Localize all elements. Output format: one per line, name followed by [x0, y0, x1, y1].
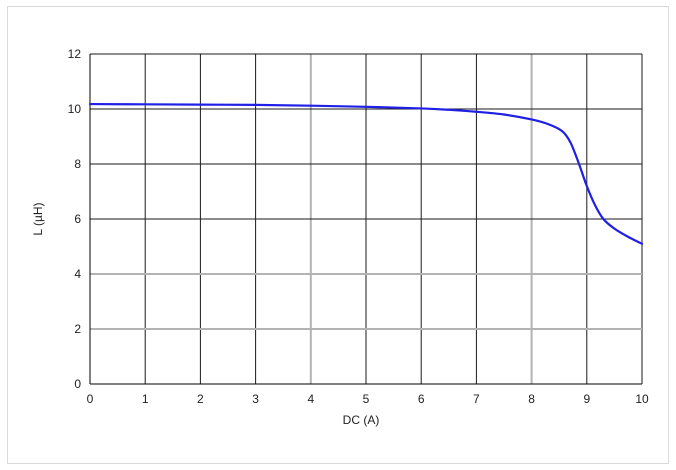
y-tick-label-6: 6: [74, 212, 81, 226]
x-tick-label-8: 8: [528, 392, 535, 406]
x-tick-label-1: 1: [142, 392, 149, 406]
y-tick-label-2: 2: [74, 322, 81, 336]
y-axis-title: L (µH): [31, 202, 45, 235]
x-tick-label-6: 6: [418, 392, 425, 406]
x-tick-label-4: 4: [307, 392, 314, 406]
x-tick-label-7: 7: [473, 392, 480, 406]
y-tick-label-8: 8: [74, 157, 81, 171]
x-tick-label-3: 3: [252, 392, 259, 406]
y-tick-label-0: 0: [74, 377, 81, 391]
x-tick-label-5: 5: [363, 392, 370, 406]
series-line-0: [88, 102, 644, 245]
chart-frame: [7, 6, 669, 464]
y-tick-label-12: 12: [68, 47, 82, 61]
x-tick-label-2: 2: [197, 392, 204, 406]
x-axis-title: DC (A): [343, 413, 380, 427]
y-tick-label-10: 10: [68, 102, 82, 116]
x-tick-label-0: 0: [87, 392, 94, 406]
x-tick-label-9: 9: [583, 392, 590, 406]
y-tick-label-4: 4: [74, 267, 81, 281]
x-tick-label-10: 10: [635, 392, 649, 406]
